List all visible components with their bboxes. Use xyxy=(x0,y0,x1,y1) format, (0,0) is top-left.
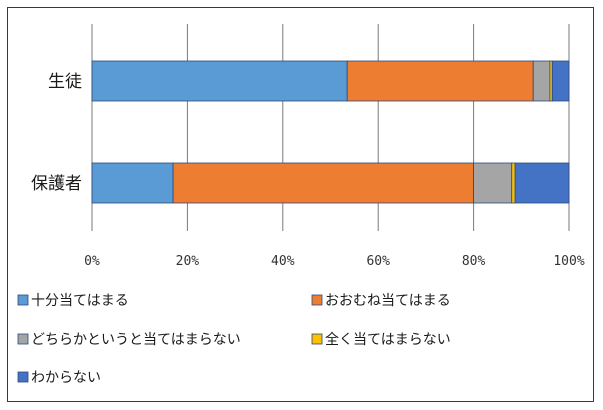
x-tick-label: 80% xyxy=(462,254,486,269)
x-tick-label: 40% xyxy=(271,254,295,269)
bar-segment xyxy=(91,60,348,102)
x-tick-label: 20% xyxy=(176,254,200,269)
legend-swatch xyxy=(17,333,29,345)
bar-segment xyxy=(172,162,475,204)
x-tick-label: 60% xyxy=(366,254,390,269)
category-label: 保護者 xyxy=(31,174,82,194)
legend-swatch xyxy=(17,371,29,383)
bar-segment xyxy=(532,60,551,102)
bar-segment xyxy=(346,60,534,102)
category-label: 生徒 xyxy=(48,72,82,92)
bar-segment xyxy=(91,162,174,204)
bars xyxy=(91,60,570,204)
legend-label: わからない xyxy=(31,370,101,386)
bar-segment xyxy=(473,162,513,204)
legend-label: どちらかというと当てはまらない xyxy=(31,332,241,348)
legend-label: 十分当てはまる xyxy=(31,293,129,309)
x-tick-label: 100% xyxy=(553,254,584,269)
legend-swatch xyxy=(311,294,323,306)
x-tick-label: 0% xyxy=(84,254,100,269)
bar-segment xyxy=(511,162,516,204)
legend-label: おおむね当てはまる xyxy=(325,293,451,309)
legend-swatch xyxy=(311,333,323,345)
bar-segment xyxy=(514,162,570,204)
bar-segment xyxy=(551,60,570,102)
legend-swatch xyxy=(17,294,29,306)
legend-label: 全く当てはまらない xyxy=(325,331,451,348)
x-tick-labels: 0% 20% 40% 60% 80% 100% xyxy=(84,254,585,269)
